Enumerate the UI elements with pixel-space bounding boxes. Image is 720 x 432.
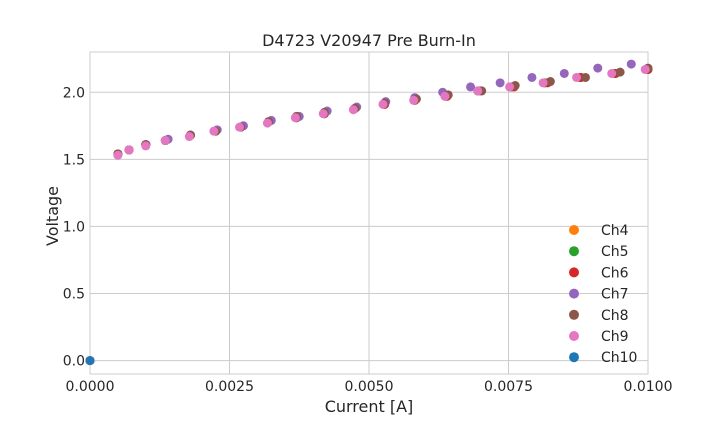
data-point: [290, 113, 300, 123]
data-point: [473, 86, 483, 96]
data-point: [640, 64, 650, 74]
tick-labels: 0.0000 0.0025 0.0050 0.0075 0.0100 0.0 0.5 1.0 1…: [63, 85, 673, 395]
legend-marker: [569, 225, 579, 235]
y-tick-label: 1.0: [63, 219, 85, 235]
data-point: [124, 145, 134, 155]
data-point: [466, 82, 476, 92]
data-point: [495, 78, 505, 88]
chart-title: D4723 V20947 Pre Burn-In: [262, 31, 476, 50]
data-point: [235, 122, 245, 132]
legend-marker: [569, 246, 579, 257]
data-points: [85, 59, 653, 366]
data-point: [559, 68, 569, 78]
data-point: [593, 63, 603, 73]
data-point: [85, 356, 95, 366]
grid-lines: [89, 52, 649, 374]
y-tick-label: 2.0: [63, 85, 85, 101]
data-point: [440, 91, 450, 101]
legend-marker: [569, 352, 579, 363]
x-tick-label: 0.0100: [624, 379, 673, 395]
legend-label: Ch10: [601, 350, 637, 366]
data-point: [538, 78, 548, 88]
y-tick-label: 1.5: [63, 152, 85, 168]
legend-marker: [569, 331, 579, 341]
x-axis-label: Current [A]: [325, 397, 414, 416]
legend-label: Ch9: [601, 329, 629, 345]
y-tick-label: 0.0: [63, 354, 85, 370]
y-axis-label: Voltage: [43, 186, 62, 246]
legend-label: Ch6: [601, 265, 629, 281]
legend-marker: [569, 267, 579, 278]
legend-label: Ch4: [601, 223, 629, 239]
data-point: [607, 68, 617, 78]
legend-marker: [569, 309, 579, 320]
y-tick-label: 0.5: [63, 287, 85, 303]
data-point: [409, 95, 419, 105]
data-point: [626, 59, 636, 69]
data-point: [505, 82, 515, 92]
data-point: [572, 72, 582, 82]
x-tick-label: 0.0075: [484, 379, 533, 395]
data-point: [141, 141, 151, 151]
legend-label: Ch8: [601, 308, 629, 324]
data-point: [209, 126, 219, 136]
data-point: [318, 109, 328, 119]
data-point: [184, 132, 194, 142]
data-point: [527, 72, 537, 82]
data-point: [262, 118, 272, 128]
legend-label: Ch5: [601, 244, 629, 260]
data-point: [615, 67, 625, 77]
x-tick-label: 0.0000: [66, 379, 115, 395]
data-point: [581, 72, 591, 82]
legend-marker: [569, 288, 579, 299]
legend-label: Ch7: [601, 287, 629, 303]
x-tick-label: 0.0025: [205, 379, 254, 395]
x-tick-label: 0.0050: [345, 379, 394, 395]
legend: Ch4 Ch5 Ch6 Ch7 Ch8 Ch9 Ch10: [569, 223, 637, 366]
data-point: [378, 99, 388, 109]
series-ch10: [85, 356, 95, 366]
data-point: [160, 136, 170, 146]
data-point: [545, 77, 555, 87]
data-point: [113, 150, 123, 160]
data-point: [348, 105, 358, 115]
